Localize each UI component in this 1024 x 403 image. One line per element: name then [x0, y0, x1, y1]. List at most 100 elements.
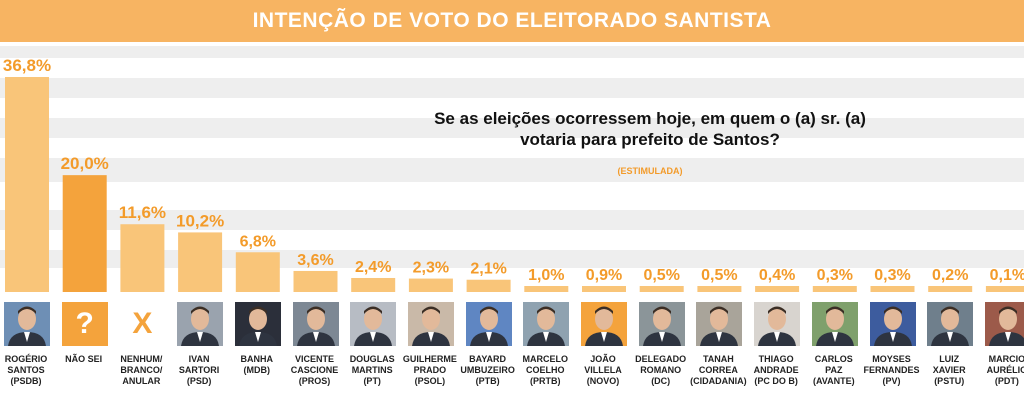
person-icon: [642, 306, 681, 346]
candidate-name: JOÃO VILLELA (NOVO): [584, 354, 622, 386]
person-icon: [296, 306, 335, 346]
candidate-photo: [638, 302, 685, 346]
chart-title: INTENÇÃO DE VOTO DO ELEITORADO SANTISTA: [252, 9, 772, 32]
candidate-name: GUILHERME PRADO (PSOL): [402, 354, 457, 386]
bar: [755, 286, 800, 292]
candidate-name: ROGÉRIO SANTOS (PSDB): [4, 354, 48, 386]
title-banner: INTENÇÃO DE VOTO DO ELEITORADO SANTISTA: [0, 0, 1024, 42]
value-label: 6,8%: [240, 233, 276, 250]
bar: [928, 286, 973, 292]
bar: [466, 279, 511, 292]
person-icon: [411, 306, 450, 346]
candidate-photo: [984, 302, 1024, 346]
x-mark-icon: X: [132, 307, 153, 340]
background-band: [0, 78, 1024, 98]
person-icon: [527, 306, 566, 346]
candidate-photo: [234, 302, 281, 346]
value-label: 0,5%: [643, 267, 679, 284]
candidate-photo: [350, 302, 397, 346]
candidate-photo: [4, 302, 50, 346]
bar: [5, 77, 49, 292]
person-icon: [469, 306, 508, 346]
background-band: [0, 46, 1024, 58]
value-label: 2,4%: [355, 259, 391, 276]
question-mark-icon: ?: [75, 307, 94, 340]
value-label: 0,3%: [874, 267, 910, 284]
background-band: [0, 118, 1024, 138]
person-icon: [181, 306, 220, 346]
value-label: 0,3%: [817, 267, 853, 284]
bar: [697, 286, 742, 292]
candidate-photo: [869, 302, 916, 346]
symbol-icon: X: [119, 302, 166, 346]
value-label: 0,5%: [701, 267, 737, 284]
candidate-name: VICENTE CASCIONE (PROS): [290, 354, 339, 386]
candidate-photo: [811, 302, 858, 346]
bar: [351, 277, 396, 292]
candidate-name: CARLOS PAZ (AVANTE): [812, 354, 855, 386]
bar-chart: 36,8% 20,0% 11,6% 10,2% 6,8% 3,6% 2,4% 2,3% 2,1%…: [0, 46, 1024, 292]
bar: [62, 175, 107, 292]
person-icon: [238, 306, 277, 346]
candidate-photo: [465, 302, 512, 346]
bar: [870, 286, 915, 292]
candidate-name: MARCELO COELHO (PRTB): [522, 354, 569, 386]
value-label: 20,0%: [61, 154, 109, 173]
candidate-name: NENHUM/ BRANCO/ ANULAR: [120, 354, 163, 386]
value-label: 11,6%: [119, 203, 166, 222]
candidate-name: BAYARD UMBUZEIRO (PTB): [460, 354, 515, 386]
person-icon: [758, 306, 797, 346]
bar: [235, 252, 280, 292]
candidate-photo: [407, 302, 454, 346]
candidate-name: LUIZ XAVIER (PSTU): [932, 354, 966, 386]
bar: [408, 278, 453, 292]
bar: [812, 286, 857, 292]
person-icon: [700, 306, 739, 346]
value-label: 0,9%: [586, 267, 622, 284]
person-icon: [931, 306, 970, 346]
person-icon: [815, 306, 854, 346]
candidate-name: BANHA (MDB): [240, 354, 274, 375]
bar: [178, 232, 223, 292]
candidate-photo: [754, 302, 801, 346]
question-subtitle: (ESTIMULADA): [617, 166, 683, 176]
person-icon: [585, 306, 623, 346]
candidate-name: DELEGADO ROMANO (DC): [635, 354, 687, 386]
person-icon: [354, 306, 393, 346]
person-icon: [988, 306, 1024, 346]
bar: [524, 286, 569, 292]
question-line-2: votaria para prefeito de Santos?: [520, 130, 780, 149]
value-label: 0,2%: [932, 267, 968, 284]
value-label: 0,4%: [759, 267, 795, 284]
person-icon: [873, 306, 912, 346]
candidate-name: MARCIO AURÉLIO (PDT): [986, 354, 1024, 386]
bar: [582, 286, 626, 292]
candidate-name: DOUGLAS MARTINS (PT): [349, 354, 395, 386]
candidate-name: IVAN SARTORI (PSD): [178, 354, 220, 386]
bar: [293, 270, 338, 292]
value-label: 10,2%: [176, 211, 224, 230]
value-label: 2,3%: [413, 260, 449, 277]
candidate-name: MOYSES FERNANDES (PV): [863, 354, 920, 386]
candidate-name: NÃO SEI: [65, 354, 103, 364]
bar: [120, 224, 165, 292]
candidate-photo: [523, 302, 570, 346]
candidate-name: THIAGO ANDRADE (PC DO B): [753, 354, 799, 386]
survey-question: Se as eleições ocorressem hoje, em quem …: [370, 108, 930, 150]
value-label: 36,8%: [3, 56, 51, 75]
candidate-photo: [927, 302, 974, 346]
value-label: 2,1%: [470, 261, 506, 278]
candidate-photo: [696, 302, 743, 346]
value-label: 0,1%: [990, 267, 1024, 284]
candidate-photo: [581, 302, 627, 346]
person-icon: [8, 306, 46, 346]
value-label: 1,0%: [528, 267, 564, 284]
bar: [639, 286, 684, 292]
candidate-photo: [177, 302, 224, 346]
background-band: [0, 158, 1024, 182]
question-line-1: Se as eleições ocorressem hoje, em quem …: [434, 109, 866, 128]
background-band: [0, 210, 1024, 230]
candidate-name: TANAH CORREA (CIDADANIA): [690, 354, 747, 386]
bar: [985, 286, 1024, 292]
value-label: 3,6%: [297, 252, 333, 269]
